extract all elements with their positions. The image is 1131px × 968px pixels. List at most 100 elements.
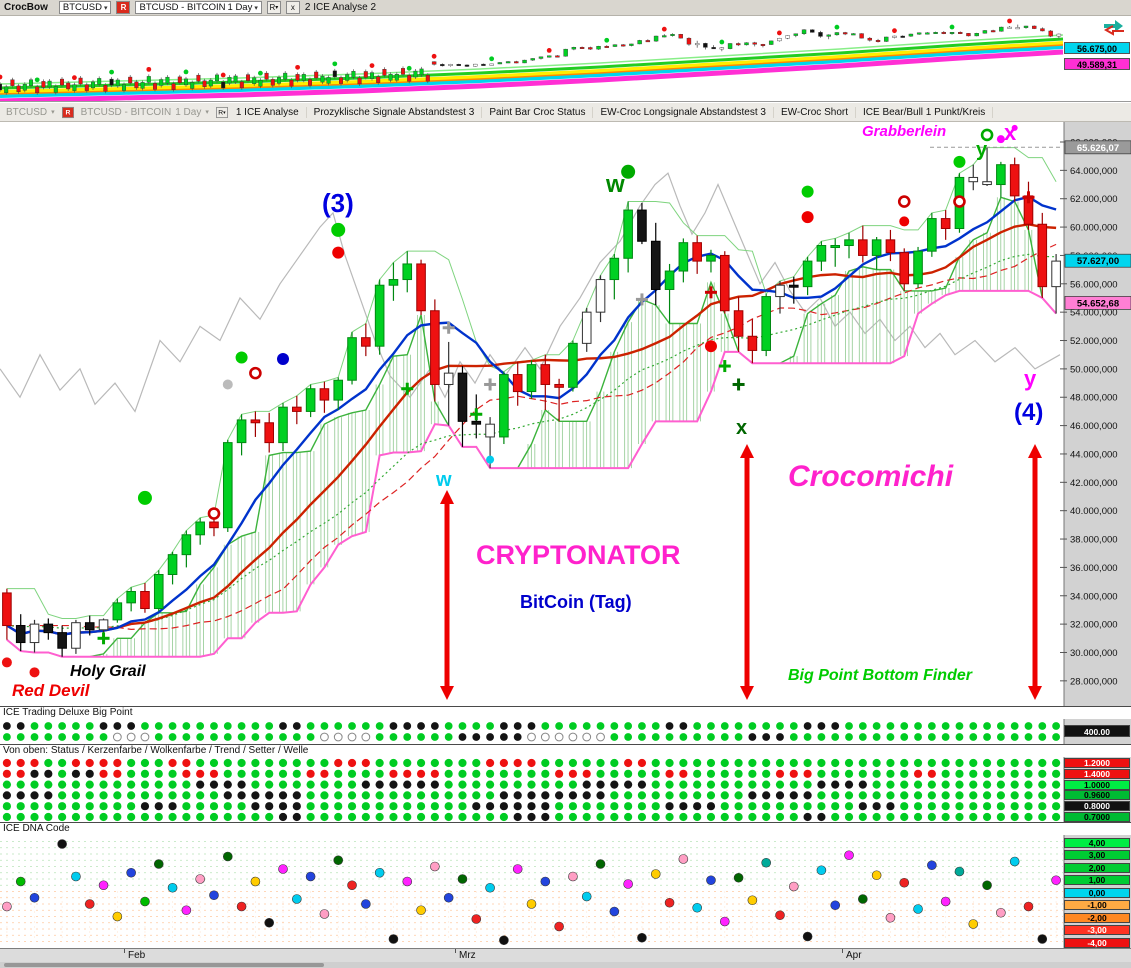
big-point-dot — [596, 732, 605, 742]
scrollbar-thumb[interactable] — [4, 963, 324, 967]
big-point-dot — [996, 722, 1005, 730]
candle — [43, 623, 54, 634]
von-oben-dot — [44, 758, 53, 768]
von-oben-dot — [1051, 812, 1061, 822]
von-oben-dot — [237, 812, 246, 822]
von-oben-dot — [582, 791, 591, 800]
r-dropdown-button[interactable]: R ▾ — [215, 106, 228, 118]
candle — [637, 209, 647, 242]
von-oben-dot — [596, 758, 605, 768]
big-point-dot — [403, 722, 412, 730]
legend-item-ice-analyse[interactable]: 1 ICE Analyse — [229, 106, 307, 118]
von-oben-dot — [444, 758, 453, 768]
von-oben-dot — [844, 802, 854, 811]
von-oben-dot — [44, 802, 53, 811]
von-oben-dot — [278, 780, 288, 789]
von-oben-dot — [140, 769, 150, 778]
von-oben-dot — [1024, 812, 1033, 822]
big-point-dot — [803, 733, 812, 741]
dna-dot — [471, 914, 482, 924]
von-oben-axis-label: 1.2000 — [1064, 758, 1130, 768]
tab-ice-analyse-2[interactable]: 2 ICE Analyse 2 — [304, 2, 377, 13]
von-oben-dot — [223, 812, 232, 822]
panel-big-point[interactable]: ICE Trading Deluxe Big Point 400.00 — [0, 706, 1131, 745]
von-oben-dot — [651, 812, 660, 822]
von-oben-dot — [168, 812, 177, 822]
dna-dot — [57, 839, 67, 849]
von-oben-dot — [817, 780, 826, 789]
big-point-dot — [983, 722, 991, 730]
big-point-dot — [99, 722, 108, 730]
close-button[interactable]: x — [285, 1, 300, 14]
big-point-dot — [679, 733, 688, 741]
big-point-dot — [914, 733, 922, 741]
candle — [361, 337, 371, 347]
big-point-dot — [638, 722, 646, 730]
candle — [278, 406, 288, 444]
von-oben-dot — [637, 791, 647, 800]
compare-arrows-icon[interactable] — [1101, 18, 1127, 36]
von-oben-dot — [982, 791, 992, 800]
signal-markers — [1, 124, 1035, 678]
panel-von-oben[interactable]: Von oben: Status / Kerzenfarbe / Wolkenf… — [0, 744, 1131, 823]
signal-dot — [899, 216, 910, 227]
von-oben-dot — [223, 769, 232, 778]
von-oben-dot — [610, 802, 619, 811]
toolbar-symbol-combo[interactable]: BTCUSD ▾ — [6, 106, 55, 118]
candle — [1009, 164, 1020, 197]
von-oben-dot — [444, 791, 453, 800]
von-oben-dot — [127, 758, 136, 768]
von-oben-dot — [30, 780, 39, 789]
von-oben-dot — [154, 791, 163, 800]
legend-item-paint-bar-croc-status[interactable]: Paint Bar Croc Status — [482, 106, 594, 118]
von-oben-dot — [265, 812, 274, 822]
overview-chart[interactable]: 56.675,00 49.589,31 — [0, 16, 1131, 102]
symbol-combo[interactable]: BTCUSD ▾ — [58, 1, 112, 14]
candle — [222, 442, 233, 529]
chart-annotation: x — [736, 417, 747, 439]
instrument-combo[interactable]: BTCUSD - BITCOIN 1 Day ▾ — [135, 1, 262, 14]
von-oben-dot — [361, 802, 370, 811]
dna-dot — [637, 932, 647, 943]
legend-item-ice-bear-bull[interactable]: ICE Bear/Bull 1 Punkt/Kreis — [856, 106, 994, 118]
legend-item-ew-croc-longsignale[interactable]: EW-Croc Longsignale Abstandstest 3 — [593, 106, 774, 118]
von-oben-dot — [209, 758, 219, 768]
von-oben-dot — [127, 802, 136, 811]
von-oben-dot — [71, 791, 81, 800]
big-point-dot — [182, 722, 191, 730]
von-oben-dot — [886, 780, 895, 789]
panel-dna-code[interactable]: ICE DNA Code 4,00 3,00 2,00 1,00 0,00 -1,00 -2… — [0, 822, 1131, 948]
month-label: Mrz — [459, 950, 476, 961]
von-oben-dot — [762, 802, 771, 811]
von-oben-dot — [430, 780, 439, 789]
record-icon[interactable]: R — [61, 106, 74, 118]
toolbar-instrument-combo[interactable]: BTCUSD - BITCOIN 1 Day ▾ — [80, 106, 209, 118]
big-point-dot — [569, 722, 577, 730]
big-point-dot — [817, 733, 826, 741]
r-dropdown-button[interactable]: R ▾ — [266, 1, 281, 14]
von-oben-axis-label: 0.7000 — [1064, 812, 1130, 822]
horizontal-scrollbar[interactable] — [0, 962, 1131, 968]
candle — [858, 239, 868, 256]
dna-dot — [416, 905, 426, 916]
von-oben-dot — [361, 791, 370, 800]
von-oben-dot — [416, 812, 426, 822]
dna-dot — [802, 931, 813, 942]
von-oben-dot — [85, 769, 94, 778]
record-icon[interactable]: R — [116, 1, 131, 14]
von-oben-dot — [982, 769, 992, 778]
candle — [57, 632, 67, 649]
von-oben-dot — [182, 758, 191, 768]
big-point-dot — [900, 733, 909, 741]
candle — [195, 521, 205, 536]
von-oben-dot — [624, 802, 633, 811]
von-oben-dot — [817, 758, 826, 768]
big-point-dot — [720, 722, 729, 730]
dna-dot — [940, 896, 951, 907]
von-oben-dot — [527, 791, 536, 800]
legend-item-ew-croc-short[interactable]: EW-Croc Short — [774, 106, 856, 118]
candle — [457, 372, 468, 422]
von-oben-dot — [955, 780, 964, 789]
main-chart[interactable]: (3) w y x Grabberlein w x y (4) Crocomichi CRYPTON… — [0, 120, 1131, 706]
legend-item-prozyklische-signale[interactable]: Prozyklische Signale Abstandstest 3 — [307, 106, 483, 118]
